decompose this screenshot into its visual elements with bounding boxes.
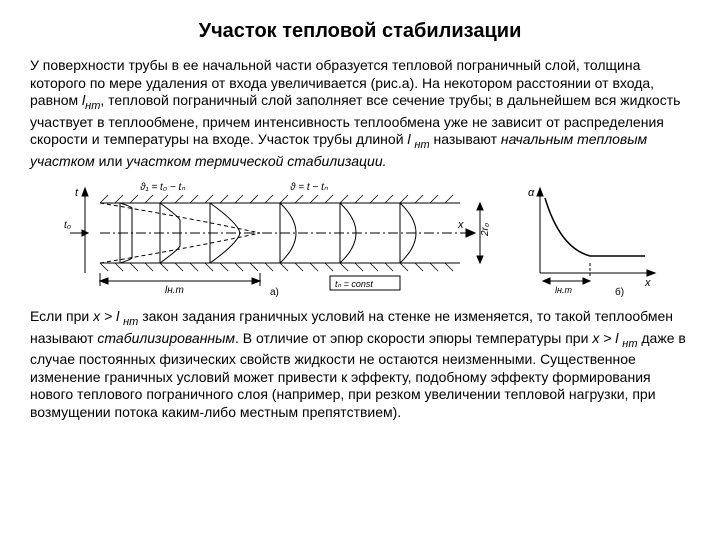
svg-text:x: x xyxy=(457,219,464,231)
svg-text:t: t xyxy=(75,187,79,199)
p2-text-1: Если при xyxy=(30,308,93,324)
svg-text:t₀: t₀ xyxy=(64,220,71,231)
p1-s2: нт xyxy=(414,139,429,151)
p2-i1: стабилизированным xyxy=(97,330,235,346)
svg-text:ϑ₁ = t₀ − tₙ: ϑ₁ = t₀ − tₙ xyxy=(140,182,186,193)
svg-text:tₙ = const: tₙ = const xyxy=(335,279,373,289)
svg-text:x: x xyxy=(644,277,651,289)
svg-text:lн.т: lн.т xyxy=(165,285,184,296)
svg-text:а): а) xyxy=(270,287,279,298)
paragraph-1: У поверхности трубы в ее начальной части… xyxy=(30,57,690,170)
figure-container: t t₀ x xyxy=(30,178,690,298)
p2-text-3: . В отличие от эпюр скорости эпюры темпе… xyxy=(235,330,592,346)
p1-text-4: или xyxy=(95,153,127,169)
svg-text:ϑ = t − tₙ: ϑ = t − tₙ xyxy=(290,182,329,193)
p1-i2: участком термической стабилизации. xyxy=(126,153,386,169)
p1-text-3: называют xyxy=(430,131,501,147)
svg-text:б): б) xyxy=(615,286,624,298)
svg-text:α: α xyxy=(528,187,535,199)
paragraph-2: Если при x > l нт закон задания граничны… xyxy=(30,308,690,421)
p2-x1: x > l xyxy=(93,308,123,324)
svg-text:2r₀: 2r₀ xyxy=(480,223,491,237)
p2-s2: нт xyxy=(622,337,637,349)
p1-s1: нт xyxy=(85,100,100,112)
thermal-diagram: t t₀ x xyxy=(60,178,660,298)
page-title: Участок тепловой стабилизации xyxy=(30,20,690,43)
svg-text:lн.т: lн.т xyxy=(555,285,572,295)
p2-s1: нт xyxy=(123,316,138,328)
p2-x2: x > l xyxy=(592,330,622,346)
